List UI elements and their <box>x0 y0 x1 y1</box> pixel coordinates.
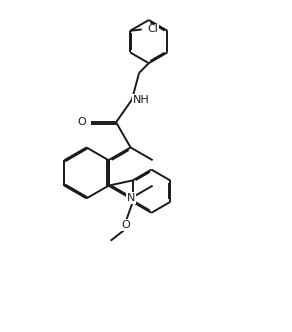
Text: O: O <box>77 117 86 127</box>
Text: Cl: Cl <box>147 25 158 35</box>
Text: O: O <box>121 220 130 230</box>
Text: NH: NH <box>133 95 150 105</box>
Text: N: N <box>126 193 135 204</box>
